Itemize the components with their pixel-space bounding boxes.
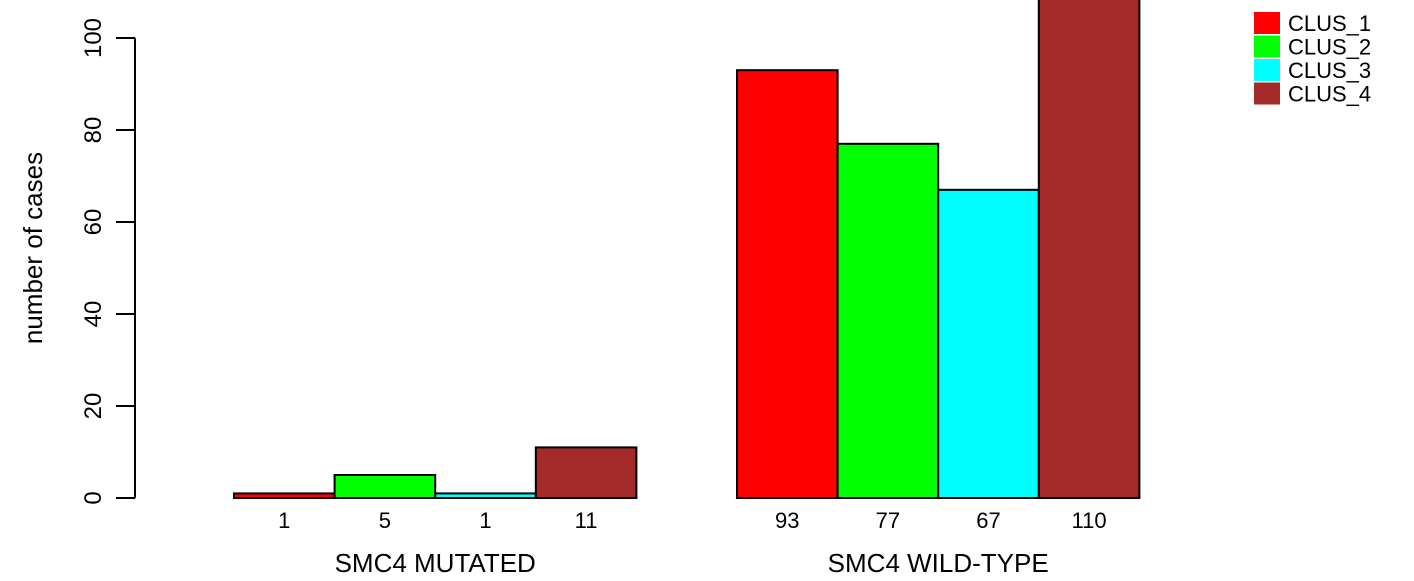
legend-label: CLUS_1	[1288, 11, 1371, 36]
bar-clus-3-group-2	[937, 188, 1040, 500]
bar-count-label: 93	[775, 508, 799, 533]
x-group-label: SMC4 WILD-TYPE	[828, 548, 1049, 578]
legend-label: CLUS_2	[1288, 35, 1371, 60]
legend-label: CLUS_3	[1288, 58, 1371, 83]
legend-swatch	[1254, 12, 1280, 34]
y-axis: 0 20 40 60 80 100	[80, 18, 136, 505]
bar-clus-2-group-1	[333, 474, 437, 499]
bar-count-label: 110	[1072, 508, 1107, 533]
y-tick-label: 60	[80, 209, 107, 236]
y-tick-label: 80	[80, 117, 107, 144]
legend-swatch	[1254, 35, 1280, 58]
bar-clus-3-group-1	[434, 492, 537, 499]
bar-count-label: 11	[575, 508, 598, 533]
bar-count-label: 1	[479, 508, 491, 533]
x-group-label: SMC4 MUTATED	[335, 548, 536, 578]
bar-count-label: 77	[876, 508, 900, 533]
y-tick-label: 0	[80, 491, 107, 504]
bar-clus-1-group-1	[233, 492, 336, 499]
bar-count-label: 5	[379, 508, 391, 533]
bar-count-label: 67	[976, 508, 1000, 533]
bar-clus-4-group-2	[1037, 0, 1141, 499]
y-tick-label: 20	[80, 393, 107, 420]
bar-clus-2-group-2	[836, 142, 940, 500]
bar-clus-4-group-1	[534, 446, 638, 499]
bar-count-label: 1	[278, 508, 290, 533]
legend-swatch	[1254, 82, 1280, 105]
y-axis-label: number of cases	[18, 152, 48, 344]
y-tick-label: 40	[80, 301, 107, 328]
legend-swatch	[1254, 59, 1280, 81]
bar-clus-1-group-2	[736, 69, 839, 499]
y-tick-label: 100	[80, 18, 107, 58]
legend-label: CLUS_4	[1288, 82, 1371, 107]
